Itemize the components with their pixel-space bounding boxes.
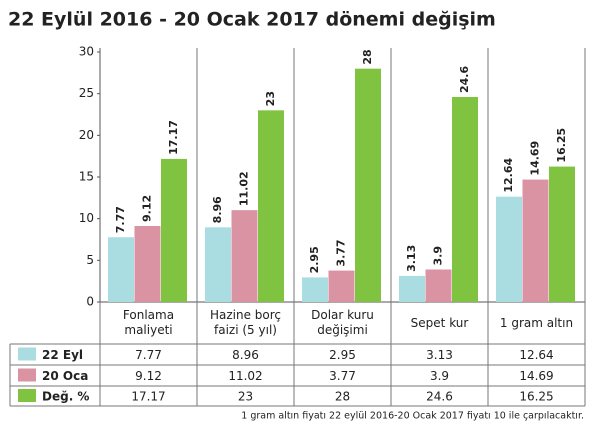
bar: [134, 226, 161, 302]
table-value: 11.02: [228, 369, 262, 383]
bar: [496, 196, 522, 302]
table-value: 3.9: [430, 369, 449, 383]
data-label: 28: [361, 49, 374, 64]
y-tick-label: 10: [79, 211, 94, 225]
data-label: 23: [264, 91, 277, 106]
legend-swatch: [18, 389, 36, 402]
table-value: 23: [238, 390, 253, 404]
table-value: 9.12: [135, 369, 162, 383]
y-tick-label: 15: [79, 170, 94, 184]
bar: [399, 275, 425, 302]
legend-swatch: [18, 347, 36, 361]
data-label: 3.13: [405, 245, 418, 272]
y-tick-label: 5: [86, 253, 94, 267]
data-label: 3.77: [335, 239, 348, 266]
x-tick-label: Fonlama maliyeti: [122, 308, 175, 337]
data-label: 2.95: [308, 246, 321, 273]
table-value: 3.13: [426, 348, 453, 362]
bar: [205, 227, 231, 302]
data-label: 9.12: [141, 195, 154, 222]
table-value: 8.96: [232, 348, 259, 362]
data-label: 17.17: [167, 120, 180, 155]
table-value: 16.25: [519, 390, 553, 404]
legend-swatch: [18, 368, 36, 382]
legend-label: 22 Eyl: [42, 348, 83, 362]
legend-label: 20 Oca: [42, 369, 88, 383]
bar: [549, 166, 575, 302]
data-label: 14.69: [529, 141, 542, 176]
data-label: 8.96: [211, 196, 224, 223]
x-tick-label-box: Hazine borç faizi (5 yıl): [209, 308, 282, 337]
bar: [355, 68, 381, 303]
data-label: 7.77: [114, 206, 127, 233]
legend-label: Değ. %: [42, 390, 89, 404]
x-tick-label: Hazine borç faizi (5 yıl): [209, 308, 282, 337]
x-tick-label-box: Fonlama maliyeti: [122, 308, 175, 337]
data-label: 24.6: [458, 66, 471, 93]
data-label: 16.25: [555, 128, 568, 163]
x-tick-label: Dolar kuru değişimi: [311, 308, 374, 337]
table-value: 17.17: [131, 390, 165, 404]
table-value: 12.64: [519, 348, 553, 362]
y-tick-label: 30: [79, 45, 94, 59]
bar: [258, 110, 284, 302]
bar: [302, 277, 328, 302]
bar: [328, 270, 355, 302]
bar: [452, 97, 478, 302]
bar: [161, 158, 187, 302]
table-value: 3.77: [329, 369, 356, 383]
x-tick-label-box: Sepet kur: [410, 315, 469, 330]
y-tick-label: 20: [79, 128, 94, 142]
chart-title: 22 Eylül 2016 - 20 Ocak 2017 dönemi deği…: [8, 9, 496, 31]
data-label: 3.9: [432, 246, 445, 266]
footnote: 1 gram altın fiyatı 22 eylül 2016-20 Oca…: [241, 411, 584, 422]
table-value: 14.69: [519, 369, 553, 383]
table-value: 2.95: [329, 348, 356, 362]
table-value: 28: [335, 390, 350, 404]
bar: [231, 210, 258, 302]
data-label: 12.64: [502, 158, 515, 193]
bar: [108, 237, 134, 302]
x-tick-label-box: 1 gram altın: [499, 315, 574, 330]
bar: [425, 269, 452, 302]
x-tick-label-box: Dolar kuru değişimi: [311, 308, 374, 337]
table-value: 7.77: [135, 348, 162, 362]
y-tick-label: 25: [79, 86, 94, 100]
table-value: 24.6: [426, 390, 453, 404]
x-tick-label: Sepet kur: [410, 315, 469, 330]
y-tick-label: 0: [86, 295, 94, 309]
bar: [522, 179, 549, 302]
x-tick-label: 1 gram altın: [499, 315, 574, 330]
data-label: 11.02: [238, 171, 251, 206]
